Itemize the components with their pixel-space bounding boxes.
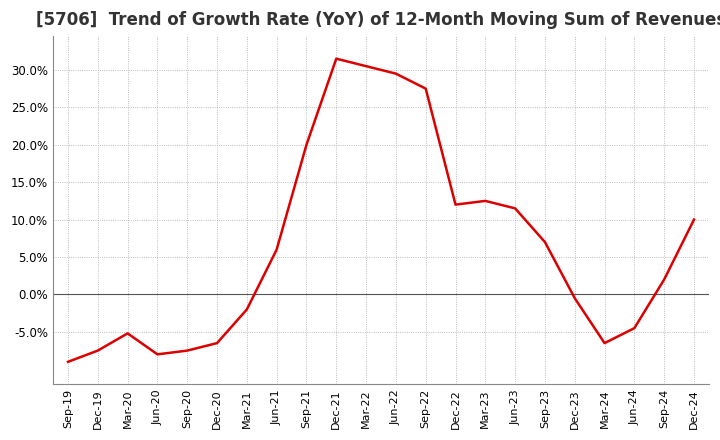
Title: [5706]  Trend of Growth Rate (YoY) of 12-Month Moving Sum of Revenues: [5706] Trend of Growth Rate (YoY) of 12-…: [36, 11, 720, 29]
